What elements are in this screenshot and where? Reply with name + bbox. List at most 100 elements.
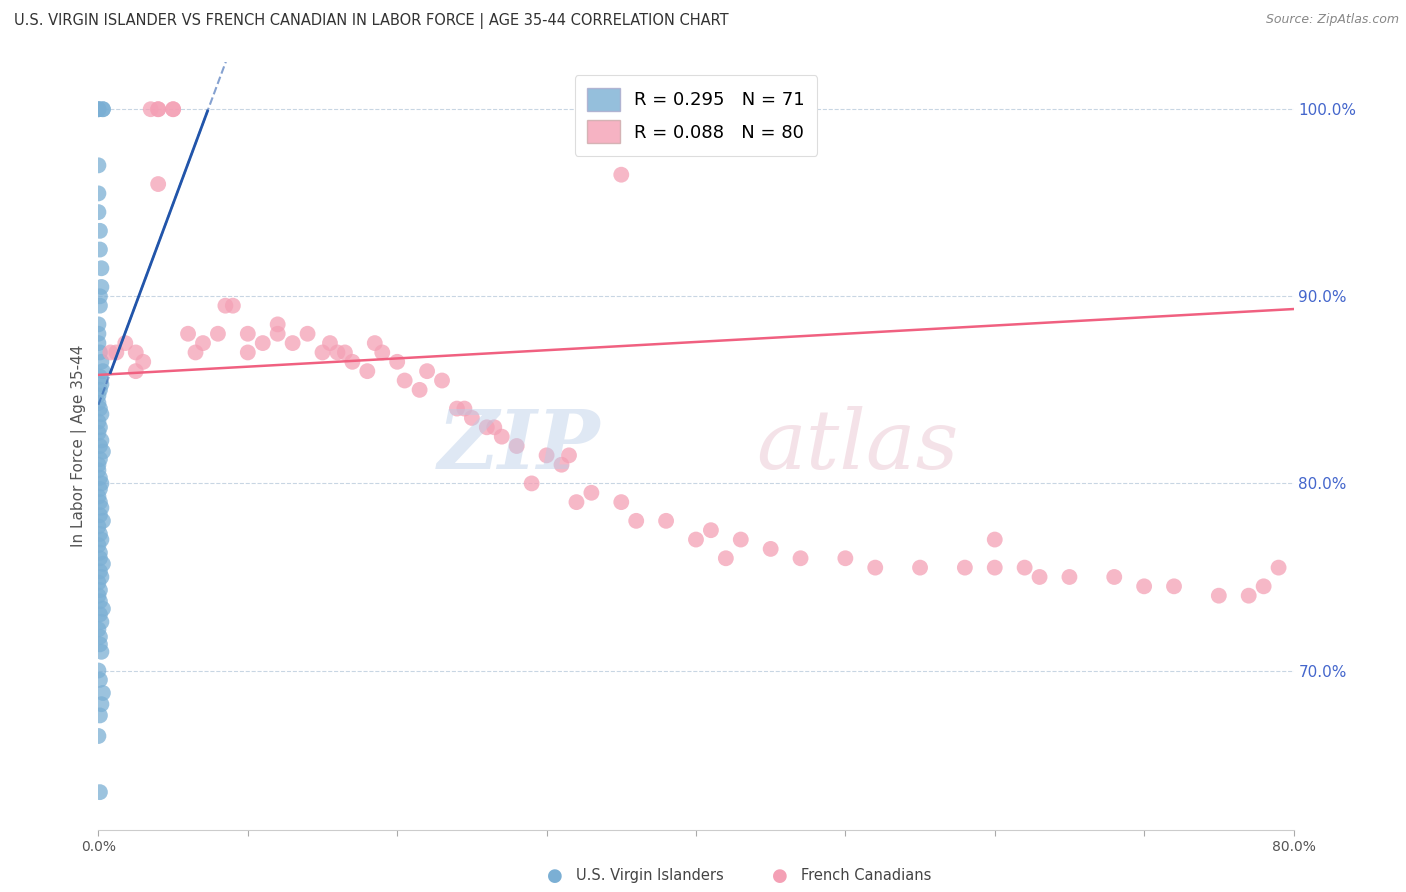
- Point: [550, 458, 572, 472]
- Point: [90, 434, 112, 448]
- Point: [87, 458, 110, 472]
- Point: [342, 355, 364, 369]
- Point: [984, 533, 1007, 547]
- Point: [90, 500, 112, 515]
- Point: [87, 388, 110, 402]
- Point: [87, 326, 110, 341]
- Point: [610, 168, 633, 182]
- Point: [87, 102, 110, 116]
- Point: [236, 345, 259, 359]
- Point: [148, 102, 170, 116]
- Point: [297, 326, 319, 341]
- Point: [98, 345, 122, 359]
- Point: [267, 326, 290, 341]
- Point: [1059, 570, 1081, 584]
- Point: [105, 345, 128, 359]
- Point: [148, 177, 170, 191]
- Point: [281, 336, 304, 351]
- Point: [91, 364, 114, 378]
- Point: [394, 374, 416, 388]
- Point: [87, 589, 110, 603]
- Point: [1104, 570, 1126, 584]
- Point: [89, 439, 111, 453]
- Point: [89, 607, 111, 622]
- Text: U.S. Virgin Islanders: U.S. Virgin Islanders: [576, 869, 724, 883]
- Point: [87, 318, 110, 332]
- Point: [491, 430, 513, 444]
- Text: U.S. VIRGIN ISLANDER VS FRENCH CANADIAN IN LABOR FORCE | AGE 35-44 CORRELATION C: U.S. VIRGIN ISLANDER VS FRENCH CANADIAN …: [14, 13, 728, 29]
- Point: [90, 407, 112, 421]
- Point: [87, 463, 110, 477]
- Point: [267, 318, 290, 332]
- Point: [89, 630, 111, 644]
- Point: [91, 557, 114, 571]
- Point: [1163, 579, 1185, 593]
- Point: [89, 401, 111, 416]
- Point: [581, 485, 603, 500]
- Point: [984, 560, 1007, 574]
- Point: [326, 345, 349, 359]
- Point: [89, 673, 111, 687]
- Point: [558, 448, 581, 462]
- Point: [87, 102, 110, 116]
- Point: [91, 102, 114, 116]
- Point: [89, 583, 111, 598]
- Point: [87, 415, 110, 429]
- Point: [1267, 560, 1289, 574]
- Point: [132, 355, 155, 369]
- Point: [506, 439, 529, 453]
- Text: ●: ●: [772, 867, 789, 885]
- Point: [90, 570, 112, 584]
- Text: Source: ZipAtlas.com: Source: ZipAtlas.com: [1265, 13, 1399, 27]
- Point: [89, 224, 111, 238]
- Point: [89, 299, 111, 313]
- Point: [90, 533, 112, 547]
- Point: [114, 336, 136, 351]
- Point: [89, 546, 111, 560]
- Point: [89, 508, 111, 523]
- Point: [87, 336, 110, 351]
- Point: [148, 102, 170, 116]
- Point: [139, 102, 162, 116]
- Point: [87, 425, 110, 440]
- Point: [87, 664, 110, 678]
- Point: [700, 523, 723, 537]
- Point: [90, 476, 112, 491]
- Point: [453, 401, 475, 416]
- Point: [89, 420, 111, 434]
- Point: [191, 336, 214, 351]
- Point: [789, 551, 811, 566]
- Point: [1014, 560, 1036, 574]
- Point: [408, 383, 430, 397]
- Legend: R = 0.295   N = 71, R = 0.088   N = 80: R = 0.295 N = 71, R = 0.088 N = 80: [575, 75, 817, 156]
- Point: [214, 299, 236, 313]
- Point: [91, 514, 114, 528]
- Point: [89, 708, 111, 723]
- Point: [430, 374, 453, 388]
- Point: [89, 452, 111, 467]
- Point: [626, 514, 648, 528]
- Point: [1208, 589, 1230, 603]
- Point: [89, 594, 111, 608]
- Point: [89, 551, 111, 566]
- Text: French Canadians: French Canadians: [801, 869, 932, 883]
- Point: [162, 102, 184, 116]
- Point: [87, 396, 110, 410]
- Point: [536, 448, 558, 462]
- Point: [89, 289, 111, 303]
- Point: [91, 686, 114, 700]
- Point: [565, 495, 588, 509]
- Point: [87, 102, 110, 116]
- Point: [89, 785, 111, 799]
- Point: [461, 411, 484, 425]
- Point: [1133, 579, 1156, 593]
- Point: [222, 299, 245, 313]
- Point: [184, 345, 207, 359]
- Point: [177, 326, 200, 341]
- Point: [91, 601, 114, 615]
- Point: [385, 355, 409, 369]
- Point: [714, 551, 737, 566]
- Point: [89, 637, 111, 651]
- Point: [90, 697, 112, 711]
- Point: [87, 575, 110, 590]
